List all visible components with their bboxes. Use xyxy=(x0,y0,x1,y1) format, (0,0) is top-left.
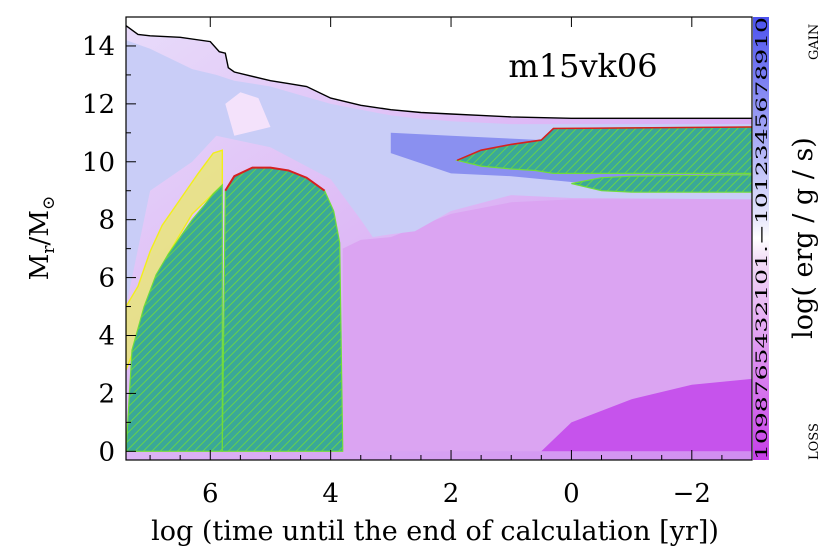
x-tick-label: 6 xyxy=(202,479,219,509)
y-axis-label-sun: ⊙ xyxy=(39,196,59,210)
y-tick-label: 4 xyxy=(98,321,115,351)
y-axis: 0 2 4 6 8 10 12 14 xyxy=(82,16,136,467)
y-tick-label: 2 xyxy=(98,379,115,409)
outside-star-region xyxy=(126,17,752,119)
plot-area xyxy=(126,17,752,460)
gain-region-envelope xyxy=(126,40,752,307)
x-axis: 6 4 2 0 −2 xyxy=(149,17,753,509)
shell1-boundary-red xyxy=(456,126,752,162)
y-axis-label-over: /M xyxy=(25,210,55,245)
colorbar: 1098765432101.−101234567891​0 log( erg /… xyxy=(752,17,822,460)
y-axis-label-main: M xyxy=(25,254,55,281)
y-tick-label: 6 xyxy=(98,264,115,294)
convective-zone-1 xyxy=(221,167,344,452)
x-tick-label: 4 xyxy=(322,479,339,509)
chart-title: m15vk06 xyxy=(508,47,657,85)
x-tick-label: 0 xyxy=(563,479,580,509)
plot-frame xyxy=(125,16,753,461)
y-axis-label-sub: r xyxy=(39,245,59,254)
convective-zone-3 xyxy=(571,174,752,193)
colorbar-label: log( erg / g / s) xyxy=(788,137,819,339)
x-axis-label: log (time until the end of calculation [… xyxy=(151,516,719,547)
y-tick-label: 8 xyxy=(98,206,115,236)
convective-boundary-red xyxy=(224,166,326,192)
loss-region-shell xyxy=(225,92,271,136)
colorbar-ticks: 1098765432101.−101234567891​0 xyxy=(752,17,771,460)
surface-mass-line xyxy=(126,25,752,120)
colorbar-loss-label: LOSS xyxy=(807,423,822,460)
y-tick-label: 14 xyxy=(82,32,115,62)
y-tick-label: 12 xyxy=(82,90,115,120)
colorbar-gradient xyxy=(753,17,769,460)
loss-region-deep xyxy=(541,378,752,452)
loss-region-core xyxy=(342,199,752,452)
x-tick-label: −2 xyxy=(673,479,711,509)
y-axis-label: Mr/M⊙ xyxy=(25,196,59,280)
x-tick-label: 2 xyxy=(443,479,460,509)
y-tick-label: 0 xyxy=(98,437,115,467)
y-tick-label: 10 xyxy=(82,148,115,178)
convective-zone-0 xyxy=(126,183,223,452)
colorbar-gain-label: GAIN xyxy=(807,24,822,60)
